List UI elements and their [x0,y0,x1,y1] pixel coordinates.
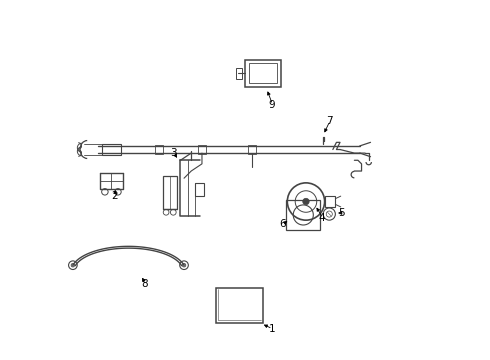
Circle shape [71,264,74,267]
Circle shape [303,198,309,205]
Text: 1: 1 [269,324,275,334]
Text: 5: 5 [339,208,345,218]
Bar [163,176,177,209]
Text: 3: 3 [170,148,176,158]
Bar [216,288,263,323]
Bar [248,63,277,83]
Bar [197,145,206,154]
Bar [245,60,281,87]
Bar [286,200,320,230]
Bar [324,196,335,207]
Bar [236,68,243,79]
Text: 6: 6 [279,219,286,229]
Text: 7: 7 [326,116,333,126]
Text: 4: 4 [319,213,325,222]
Text: 8: 8 [141,279,148,289]
Bar [195,183,204,197]
Circle shape [182,264,186,267]
Bar [155,145,163,154]
Text: 2: 2 [111,191,118,201]
Bar [248,145,256,154]
Text: 9: 9 [269,100,275,110]
Bar [101,144,122,155]
